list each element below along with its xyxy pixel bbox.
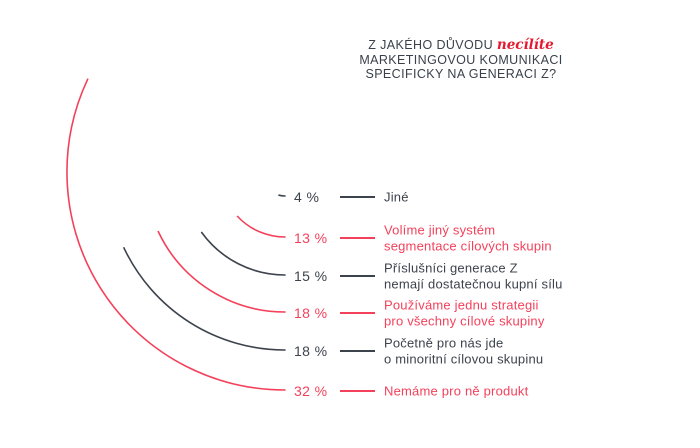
row-label-line1: Nemáme pro ně produkt [384,383,529,399]
title-line-1: Z JAKÉHO DŮVODU necílíte [330,38,592,53]
row-label-line2: pro všechny cílové skupiny [384,313,545,328]
row-label: Početně pro nás jde o minoritní cílovou … [384,336,543,367]
chart-title: Z JAKÉHO DŮVODU necílíte MARKETINGOVOU K… [330,38,592,82]
row-label-line2: o minoritní cílovou skupinu [384,351,544,366]
row-label: Nemáme pro ně produkt [384,383,528,399]
title-line-2: MARKETINGOVOU KOMUNIKACI [359,52,563,67]
arc-segment-2 [236,215,286,238]
row-label-line1: Používáme jednu strategii [384,297,539,313]
row-label-line1: Příslušníci generace Z [384,260,518,276]
arc-segment-1 [278,194,286,197]
row-label-line2: nemají dostatečnou kupní sílu [384,276,563,291]
value-label: 13 % [294,230,328,246]
value-label: 32 % [294,383,328,399]
connector-line [340,275,375,277]
title-emphasis: necílíte [496,37,554,53]
arc-segment-6 [66,78,286,391]
connector-line [340,237,375,239]
title-text: Z JAKÉHO DŮVODU [368,38,497,52]
row-label: Volíme jiný systém segmentace cílových s… [384,223,552,254]
arc-segment-5 [123,247,286,351]
row-label-line2: segmentace cílových skupin [384,238,552,253]
row-label: Jiné [384,189,409,205]
row-label: Používáme jednu strategii pro všechny cí… [384,298,545,329]
connector-line [340,350,375,352]
value-label: 4 % [294,189,320,205]
row-label: Příslušníci generace Z nemají dostatečno… [384,261,563,292]
value-label: 18 % [294,343,328,359]
value-label: 15 % [294,268,328,284]
row-label-line1: Volíme jiný systém [384,222,496,238]
row-label-line1: Početně pro nás jde [384,335,504,351]
value-label: 18 % [294,305,328,321]
connector-line [340,196,375,198]
arc-segment-4 [157,230,286,313]
row-label-line1: Jiné [384,189,409,205]
connector-line [340,390,375,392]
title-line-3: SPECIFICKY NA GENERACI Z? [365,67,557,82]
arc-segment-3 [200,231,286,276]
connector-line [340,312,375,314]
